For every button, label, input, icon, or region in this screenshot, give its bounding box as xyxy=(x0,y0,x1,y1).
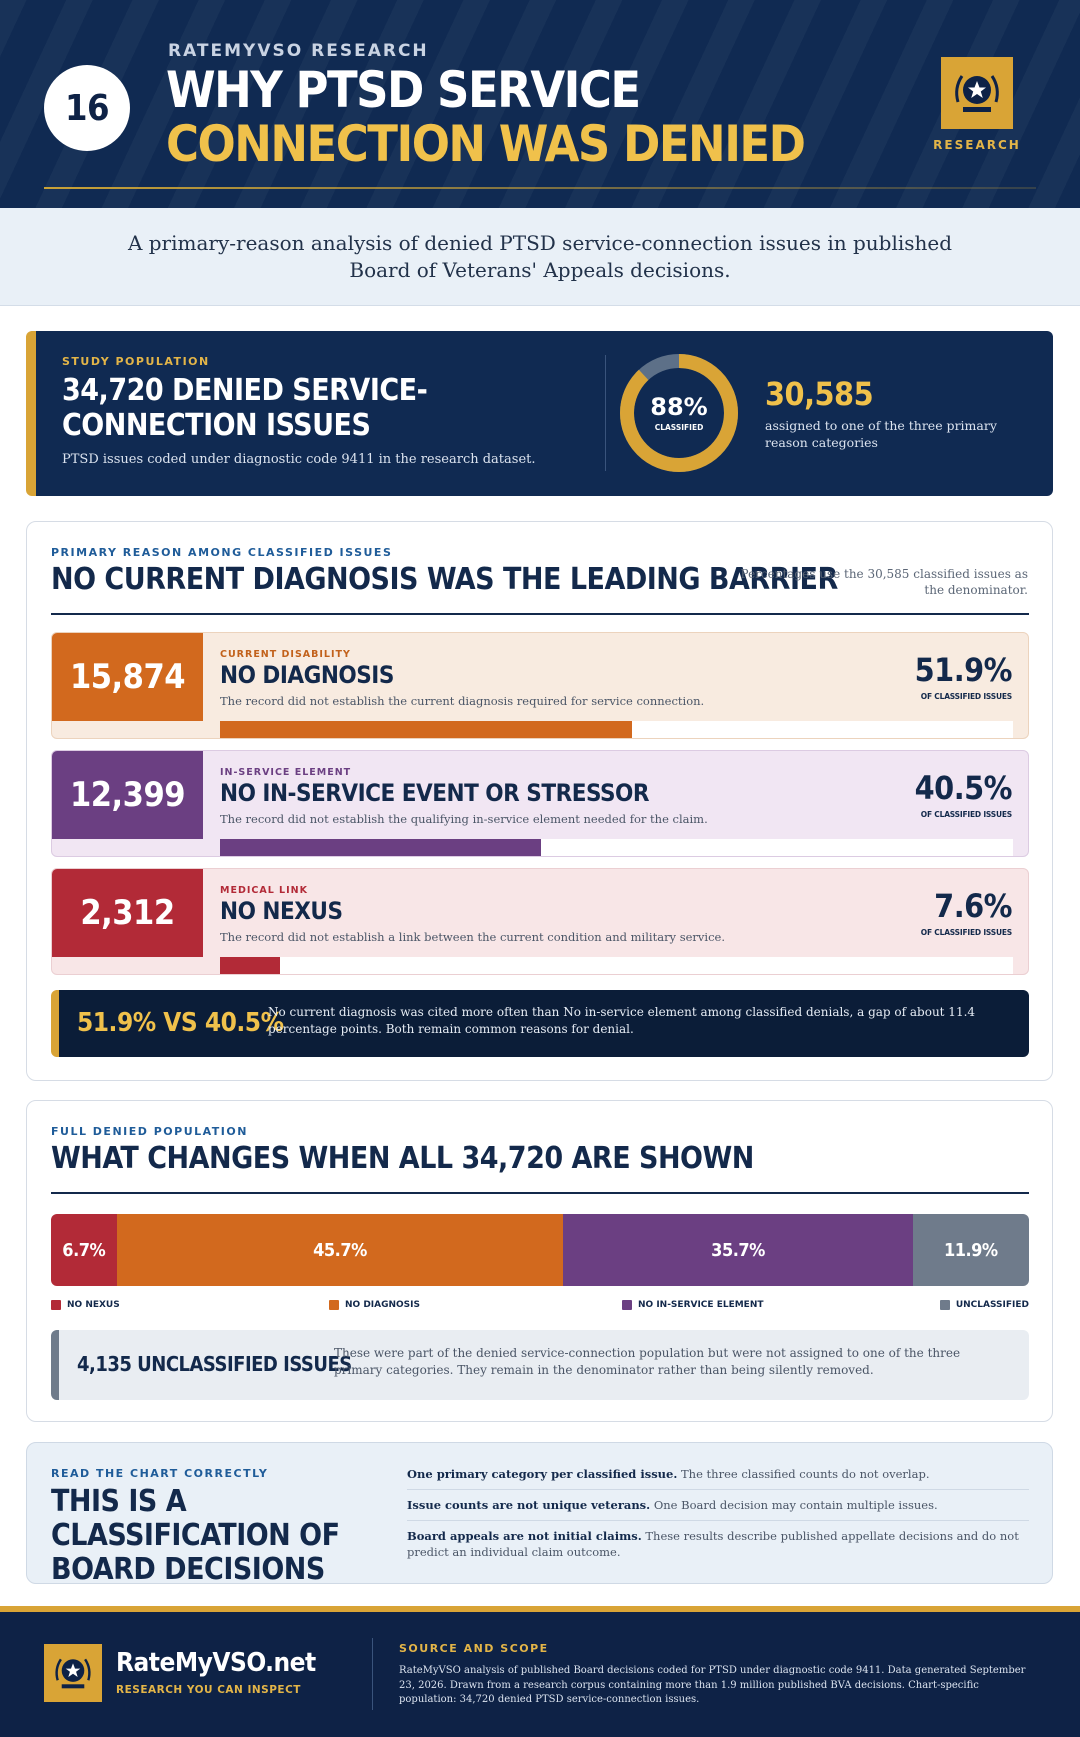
read-item: One primary category per classified issu… xyxy=(407,1459,1029,1490)
row-tag: CURRENT DISABILITY xyxy=(220,649,351,660)
row-bar-fill xyxy=(220,721,632,738)
legend-no-diagnosis: NO DIAGNOSIS xyxy=(329,1300,420,1310)
stacked-legend: NO NEXUS NO DIAGNOSIS NO IN-SERVICE ELEM… xyxy=(51,1300,1029,1314)
comparison-callout: 51.9% VS 40.5% No current diagnosis was … xyxy=(51,990,1029,1057)
legend-swatch xyxy=(622,1300,632,1310)
row-desc: The record did not establish a link betw… xyxy=(220,930,725,944)
source-label: SOURCE AND SCOPE xyxy=(399,1642,549,1655)
row-tag: IN-SERVICE ELEMENT xyxy=(220,767,352,778)
footer-divider xyxy=(372,1638,373,1710)
donut-percent: 88% xyxy=(650,393,707,421)
subtitle: A primary-reason analysis of denied PTSD… xyxy=(0,208,1080,306)
population-title: 34,720 DENIED SERVICE-CONNECTION ISSUES xyxy=(62,373,428,443)
seal-label: RESEARCH xyxy=(933,138,1021,152)
stacked-bar: 6.7% 45.7% 35.7% 11.9% xyxy=(51,1214,1029,1286)
header: 16 RATEMYVSO RESEARCH WHY PTSD SERVICE C… xyxy=(0,0,1080,208)
primary-note: Percentages use the 30,585 classified is… xyxy=(740,567,1028,597)
row-bar-track xyxy=(220,721,1013,738)
row-percent-sub: OF CLASSIFIED ISSUES xyxy=(920,928,1012,937)
header-divider xyxy=(44,187,1036,189)
row-bar-track xyxy=(220,839,1013,856)
row-percent-sub: OF CLASSIFIED ISSUES xyxy=(920,692,1012,701)
full-rule xyxy=(51,1192,1029,1194)
row-bar-fill xyxy=(220,839,542,856)
primary-label: PRIMARY REASON AMONG CLASSIFIED ISSUES xyxy=(51,546,393,559)
row-percent: 51.9% xyxy=(914,651,1013,689)
population-note: PTSD issues coded under diagnostic code … xyxy=(62,452,536,467)
research-seal-icon xyxy=(941,57,1013,129)
row-count: 15,874 xyxy=(52,633,203,721)
row-percent: 40.5% xyxy=(914,769,1013,807)
classified-count: 30,585 xyxy=(765,375,874,413)
reason-row-no-in-service: 12,399 IN-SERVICE ELEMENT NO IN-SERVICE … xyxy=(51,750,1029,857)
comparison-text: No current diagnosis was cited more ofte… xyxy=(268,1005,976,1036)
read-item: Board appeals are not initial claims. Th… xyxy=(407,1529,1019,1559)
read-title: THIS IS A CLASSIFICATION OF BOARD DECISI… xyxy=(51,1484,340,1587)
header-kicker: RATEMYVSO RESEARCH xyxy=(168,41,429,61)
segment-unclassified: 11.9% xyxy=(912,1214,1029,1286)
read-correctly-card: READ THE CHART CORRECTLY THIS IS A CLASS… xyxy=(26,1442,1053,1587)
unclassified-figure: 4,135 UNCLASSIFIED ISSUES xyxy=(77,1352,352,1376)
primary-title: NO CURRENT DIAGNOSIS WAS THE LEADING BAR… xyxy=(51,562,838,597)
row-name: NO IN-SERVICE EVENT OR STRESSOR xyxy=(220,779,649,807)
footer: RateMyVSO.net RESEARCH YOU CAN INSPECT S… xyxy=(0,1612,1080,1737)
source-text: RateMyVSO analysis of published Board de… xyxy=(399,1665,1026,1705)
segment-no-diagnosis: 45.7% xyxy=(116,1214,564,1286)
segment-no-nexus: 6.7% xyxy=(51,1214,117,1286)
read-item: Issue counts are not unique veterans. On… xyxy=(407,1490,1029,1521)
row-bar-fill xyxy=(220,957,281,974)
comparison-figure: 51.9% VS 40.5% xyxy=(77,1008,284,1038)
legend-no-nexus: NO NEXUS xyxy=(51,1300,120,1310)
footer-gold-rule xyxy=(0,1606,1080,1612)
legend-swatch xyxy=(51,1300,61,1310)
population-divider xyxy=(605,355,606,471)
brand-seal-icon xyxy=(44,1644,102,1702)
classified-desc: assigned to one of the three primary rea… xyxy=(765,418,997,450)
read-list: One primary category per classified issu… xyxy=(407,1459,1029,1567)
read-label: READ THE CHART CORRECTLY xyxy=(51,1467,269,1480)
full-title: WHAT CHANGES WHEN ALL 34,720 ARE SHOWN xyxy=(51,1141,754,1176)
donut-classified-arc xyxy=(620,354,738,472)
population-label: STUDY POPULATION xyxy=(62,355,210,368)
row-percent: 7.6% xyxy=(934,887,1012,925)
row-desc: The record did not establish the current… xyxy=(220,694,705,708)
unclassified-callout: 4,135 UNCLASSIFIED ISSUES These were par… xyxy=(51,1330,1029,1400)
brand-name: RateMyVSO.net xyxy=(116,1648,316,1678)
classified-donut: 88% CLASSIFIED xyxy=(620,354,738,472)
row-desc: The record did not establish the qualify… xyxy=(220,812,708,826)
legend-swatch xyxy=(329,1300,339,1310)
donut-sub: CLASSIFIED xyxy=(655,423,704,432)
primary-rule xyxy=(51,613,1029,615)
page-title-line1: WHY PTSD SERVICE xyxy=(166,61,641,119)
full-label: FULL DENIED POPULATION xyxy=(51,1125,248,1138)
legend-no-in-service: NO IN-SERVICE ELEMENT xyxy=(622,1300,764,1310)
row-count: 12,399 xyxy=(52,751,203,839)
legend-unclassified: UNCLASSIFIED xyxy=(939,1300,1029,1310)
segment-no-in-service: 35.7% xyxy=(563,1214,913,1286)
row-count: 2,312 xyxy=(52,869,203,957)
reason-row-no-nexus: 2,312 MEDICAL LINK NO NEXUS The record d… xyxy=(51,868,1029,975)
page-title-line2: CONNECTION WAS DENIED xyxy=(166,115,806,173)
full-population-card: FULL DENIED POPULATION WHAT CHANGES WHEN… xyxy=(26,1100,1053,1422)
reason-row-no-diagnosis: 15,874 CURRENT DISABILITY NO DIAGNOSIS T… xyxy=(51,632,1029,739)
row-bar-track xyxy=(220,957,1013,974)
primary-reason-card: PRIMARY REASON AMONG CLASSIFIED ISSUES N… xyxy=(26,521,1053,1081)
study-population-panel: STUDY POPULATION 34,720 DENIED SERVICE-C… xyxy=(26,331,1053,496)
legend-swatch xyxy=(939,1300,950,1310)
row-name: NO NEXUS xyxy=(220,897,343,925)
brand-tagline: RESEARCH YOU CAN INSPECT xyxy=(116,1684,301,1696)
row-name: NO DIAGNOSIS xyxy=(220,661,394,689)
row-percent-sub: OF CLASSIFIED ISSUES xyxy=(920,810,1012,819)
row-tag: MEDICAL LINK xyxy=(220,885,308,896)
issue-number-badge: 16 xyxy=(44,65,130,151)
unclassified-text: These were part of the denied service-co… xyxy=(334,1346,961,1377)
